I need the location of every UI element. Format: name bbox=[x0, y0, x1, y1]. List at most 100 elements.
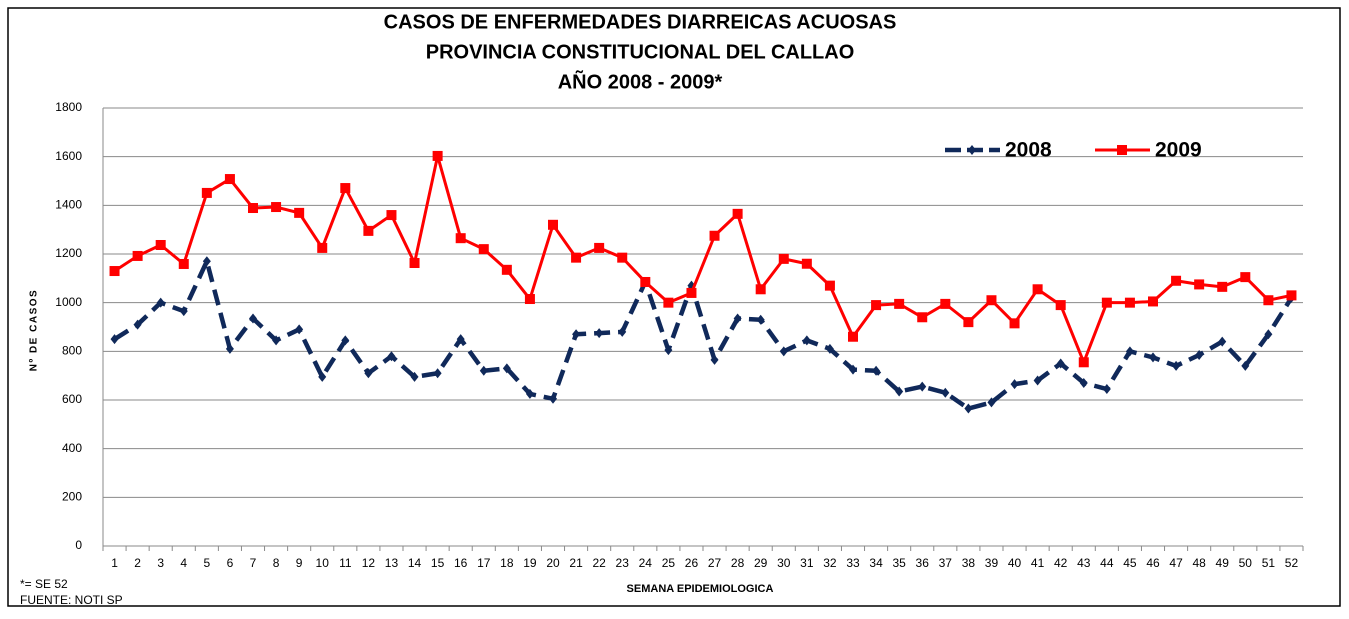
data-point bbox=[732, 208, 743, 219]
x-tick-label: 8 bbox=[273, 556, 280, 570]
x-tick-label: 50 bbox=[1239, 556, 1253, 570]
y-tick-label: 1400 bbox=[55, 198, 82, 212]
x-tick-label: 2 bbox=[134, 556, 141, 570]
x-tick-label: 14 bbox=[408, 556, 422, 570]
data-point bbox=[155, 239, 166, 250]
x-tick-label: 39 bbox=[985, 556, 999, 570]
data-point bbox=[318, 371, 327, 382]
data-point bbox=[895, 386, 904, 397]
x-tick-label: 46 bbox=[1146, 556, 1160, 570]
data-point bbox=[1032, 284, 1043, 295]
data-point bbox=[248, 203, 258, 214]
data-point bbox=[572, 329, 581, 340]
data-point bbox=[109, 266, 120, 277]
data-point bbox=[1263, 295, 1274, 306]
y-tick-label: 0 bbox=[75, 538, 82, 552]
data-point bbox=[825, 343, 834, 354]
y-tick-label: 200 bbox=[62, 490, 82, 504]
x-tick-label: 37 bbox=[939, 556, 953, 570]
series-line bbox=[113, 259, 1294, 411]
data-point bbox=[894, 298, 905, 309]
data-point bbox=[1124, 297, 1135, 308]
chart-title: AÑO 2008 - 2009* bbox=[558, 70, 723, 93]
data-point bbox=[386, 210, 397, 221]
data-point bbox=[1010, 379, 1019, 390]
data-point bbox=[571, 252, 582, 263]
x-tick-label: 12 bbox=[362, 556, 376, 570]
data-point bbox=[1240, 272, 1251, 283]
data-point bbox=[824, 280, 835, 291]
x-tick-label: 19 bbox=[523, 556, 537, 570]
data-point bbox=[387, 351, 396, 362]
data-point bbox=[941, 387, 950, 398]
data-point bbox=[802, 335, 811, 346]
x-tick-label: 32 bbox=[823, 556, 837, 570]
data-point bbox=[617, 252, 628, 263]
x-tick-label: 3 bbox=[157, 556, 164, 570]
data-point bbox=[224, 174, 235, 185]
data-point bbox=[940, 298, 951, 309]
x-tick-label: 20 bbox=[546, 556, 560, 570]
y-tick-label: 400 bbox=[62, 441, 82, 455]
data-point bbox=[178, 258, 189, 269]
data-point bbox=[1079, 377, 1088, 388]
x-tick-label: 13 bbox=[385, 556, 399, 570]
data-point bbox=[202, 256, 211, 267]
data-point bbox=[1264, 329, 1273, 340]
data-point bbox=[317, 242, 328, 253]
data-point bbox=[963, 317, 974, 328]
x-tick-label: 40 bbox=[1008, 556, 1022, 570]
data-point bbox=[479, 365, 488, 376]
x-tick-label: 9 bbox=[296, 556, 303, 570]
data-point bbox=[1241, 360, 1250, 371]
data-point bbox=[341, 335, 350, 346]
chart-title: CASOS DE ENFERMEDADES DIARREICAS ACUOSAS bbox=[384, 11, 897, 33]
data-point bbox=[201, 187, 212, 198]
legend-marker bbox=[1117, 145, 1127, 155]
data-point bbox=[501, 264, 512, 275]
x-tick-label: 45 bbox=[1123, 556, 1137, 570]
chart-border bbox=[7, 7, 1341, 607]
data-point bbox=[778, 253, 789, 264]
data-point bbox=[595, 328, 604, 339]
data-point bbox=[1102, 384, 1111, 395]
x-tick-label: 51 bbox=[1262, 556, 1276, 570]
x-tick-label: 25 bbox=[662, 556, 676, 570]
data-point bbox=[271, 202, 282, 213]
data-point bbox=[363, 225, 374, 236]
y-axis-title: Nº DE CASOS bbox=[29, 289, 40, 371]
x-tick-label: 49 bbox=[1216, 556, 1230, 570]
data-point bbox=[1286, 290, 1297, 301]
data-point bbox=[640, 276, 651, 287]
data-point bbox=[432, 150, 443, 161]
data-point bbox=[686, 287, 697, 298]
y-tick-label: 800 bbox=[62, 344, 82, 358]
y-tick-label: 600 bbox=[62, 392, 82, 406]
data-point bbox=[110, 334, 119, 345]
series-line bbox=[113, 154, 1292, 364]
data-point bbox=[1148, 296, 1158, 307]
x-tick-label: 42 bbox=[1054, 556, 1068, 570]
x-tick-label: 11 bbox=[339, 556, 352, 570]
x-tick-label: 21 bbox=[569, 556, 583, 570]
x-tick-label: 24 bbox=[639, 556, 653, 570]
data-point bbox=[709, 230, 720, 241]
data-point bbox=[549, 393, 557, 404]
x-tick-label: 18 bbox=[500, 556, 514, 570]
data-point bbox=[455, 233, 466, 244]
data-point bbox=[918, 381, 927, 392]
data-point bbox=[433, 368, 442, 379]
x-tick-label: 16 bbox=[454, 556, 468, 570]
data-point bbox=[663, 297, 674, 308]
footnote: *= SE 52 bbox=[20, 577, 68, 591]
x-tick-label: 33 bbox=[846, 556, 860, 570]
data-point bbox=[456, 334, 465, 345]
y-tick-label: 1200 bbox=[55, 246, 82, 260]
data-point bbox=[849, 364, 857, 375]
data-point bbox=[525, 388, 534, 399]
data-point bbox=[1218, 336, 1227, 347]
data-point bbox=[502, 363, 511, 374]
data-point bbox=[1171, 275, 1182, 286]
data-point bbox=[1195, 349, 1204, 360]
data-point bbox=[733, 313, 742, 324]
